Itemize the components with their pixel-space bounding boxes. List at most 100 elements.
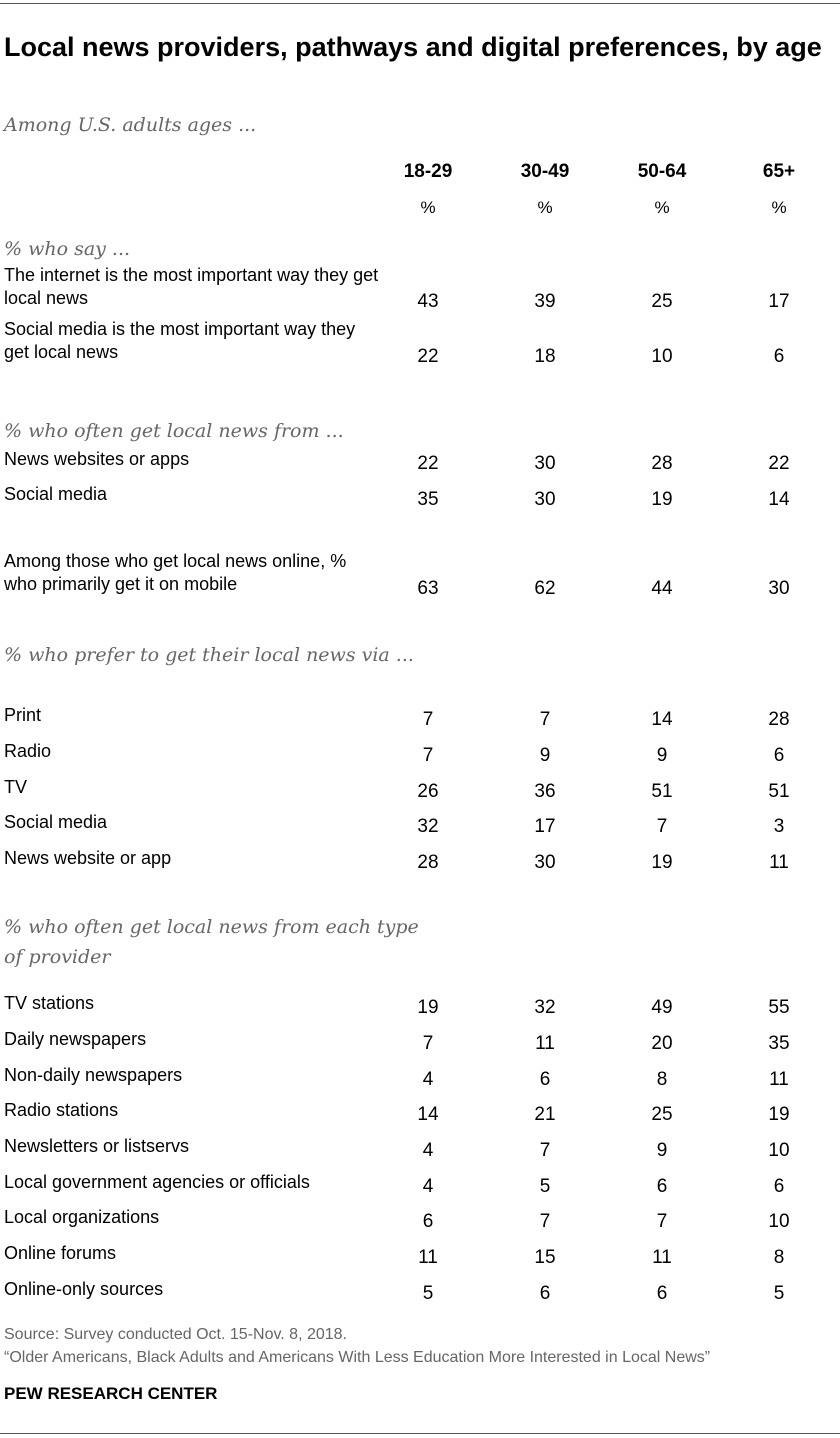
top-rule [0, 3, 840, 4]
row-label-among-those-who-get-local-news-online-wh: Among those who get local news online, %… [4, 551, 347, 594]
data-value-65: 5 [773, 1283, 785, 1304]
data-value-65: 28 [768, 709, 790, 730]
data-value-18-29: 14 [417, 1104, 439, 1125]
data-value-50-64: 10 [651, 346, 673, 367]
data-value-18-29: 4 [422, 1140, 434, 1161]
column-header-30-49: 30-49 [520, 161, 570, 182]
data-value-65: 10 [768, 1140, 790, 1161]
data-value-65: 14 [768, 489, 790, 510]
data-value-50-64: 8 [656, 1069, 668, 1090]
data-value-65: 11 [769, 852, 789, 873]
data-value-50-64: 25 [651, 1104, 673, 1125]
data-value-65: 19 [768, 1104, 790, 1125]
column-header-65: 65+ [762, 161, 796, 182]
column-header-18-29: 18-29 [403, 161, 453, 182]
data-value-30-49: 62 [534, 578, 556, 599]
row-label-social-media: Social media [4, 812, 108, 832]
data-value-18-29: 32 [417, 816, 439, 837]
data-value-50-64: 28 [651, 453, 673, 474]
row-label-online-forums: Online forums [4, 1243, 117, 1263]
data-value-65: 22 [768, 453, 790, 474]
data-value-30-49: 11 [535, 1033, 555, 1054]
row-label-tv-stations: TV stations [4, 993, 95, 1013]
chart-subtitle: Among U.S. adults ages ... [4, 114, 257, 136]
data-value-30-49: 21 [534, 1104, 556, 1125]
data-value-18-29: 5 [422, 1283, 434, 1304]
row-label-radio: Radio [4, 741, 52, 761]
data-value-18-29: 4 [422, 1069, 434, 1090]
data-value-30-49: 15 [534, 1247, 556, 1268]
data-value-50-64: 51 [651, 781, 673, 802]
data-value-18-29: 4 [422, 1176, 434, 1197]
data-value-50-64: 25 [651, 291, 673, 312]
data-value-30-49: 9 [539, 745, 551, 766]
row-label-newsletters-or-listservs: Newsletters or listservs [4, 1136, 190, 1156]
data-value-30-49: 36 [534, 781, 556, 802]
row-label-social-media-is-the-most-important-way-t: Social media is the most important way t… [4, 319, 356, 362]
column-unit-65: % [771, 198, 787, 217]
data-value-65: 51 [768, 781, 790, 802]
data-value-18-29: 7 [422, 1033, 434, 1054]
data-value-65: 30 [768, 578, 790, 599]
data-value-65: 3 [773, 816, 785, 837]
data-value-50-64: 19 [651, 852, 673, 873]
data-value-50-64: 20 [651, 1033, 673, 1054]
source-line-survey: Source: Survey conducted Oct. 15-Nov. 8,… [4, 1326, 347, 1343]
column-header-50-64: 50-64 [637, 161, 687, 182]
bottom-rule [0, 1433, 840, 1434]
row-label-online-only-sources: Online-only sources [4, 1279, 164, 1299]
data-value-65: 6 [773, 346, 785, 367]
data-value-50-64: 6 [656, 1176, 668, 1197]
row-label-news-websites-or-apps: News websites or apps [4, 449, 190, 469]
data-value-18-29: 22 [417, 346, 439, 367]
data-value-65: 35 [768, 1033, 790, 1054]
data-value-30-49: 30 [534, 453, 556, 474]
data-value-30-49: 32 [534, 997, 556, 1018]
data-value-65: 8 [773, 1247, 785, 1268]
section-heading: % who prefer to get their local news via… [4, 644, 414, 666]
data-value-65: 55 [768, 997, 790, 1018]
data-value-50-64: 9 [656, 1140, 668, 1161]
data-value-50-64: 9 [656, 745, 668, 766]
section-heading: % who often get local news from each typ… [4, 916, 419, 968]
chart-title: Local news providers, pathways and digit… [4, 32, 822, 62]
source-line-report: “Older Americans, Black Adults and Ameri… [4, 1349, 711, 1366]
row-label-social-media: Social media [4, 484, 108, 504]
data-value-50-64: 14 [651, 709, 673, 730]
data-value-18-29: 43 [417, 291, 439, 312]
data-value-65: 11 [769, 1069, 789, 1090]
data-value-50-64: 6 [656, 1283, 668, 1304]
section-heading: % who often get local news from ... [4, 420, 344, 442]
data-value-65: 10 [768, 1211, 790, 1232]
data-value-50-64: 19 [651, 489, 673, 510]
row-label-print: Print [4, 705, 42, 725]
data-value-18-29: 19 [417, 997, 439, 1018]
column-unit-18-29: % [420, 198, 436, 217]
column-unit-50-64: % [654, 198, 670, 217]
data-value-30-49: 6 [539, 1283, 551, 1304]
data-value-30-49: 30 [534, 489, 556, 510]
data-value-30-49: 39 [534, 291, 556, 312]
data-value-30-49: 7 [539, 1211, 551, 1232]
data-value-30-49: 5 [539, 1176, 551, 1197]
data-value-18-29: 35 [417, 489, 439, 510]
row-label-the-internet-is-the-most-important-way-t: The internet is the most important way t… [4, 265, 379, 308]
brand-logo-text: PEW RESEARCH CENTER [4, 1384, 218, 1403]
data-value-18-29: 63 [417, 578, 439, 599]
data-value-65: 6 [773, 1176, 785, 1197]
data-value-18-29: 6 [422, 1211, 434, 1232]
data-value-30-49: 17 [534, 816, 556, 837]
data-value-50-64: 49 [651, 997, 673, 1018]
column-unit-30-49: % [537, 198, 553, 217]
data-value-65: 17 [768, 291, 790, 312]
row-label-daily-newspapers: Daily newspapers [4, 1029, 147, 1049]
row-label-local-organizations: Local organizations [4, 1207, 160, 1227]
data-value-18-29: 11 [418, 1247, 438, 1268]
data-value-30-49: 30 [534, 852, 556, 873]
data-value-18-29: 28 [417, 852, 439, 873]
data-value-30-49: 18 [534, 346, 556, 367]
data-value-18-29: 7 [422, 709, 434, 730]
data-value-50-64: 7 [656, 816, 668, 837]
section-heading: % who say ... [4, 238, 131, 260]
data-value-18-29: 22 [417, 453, 439, 474]
